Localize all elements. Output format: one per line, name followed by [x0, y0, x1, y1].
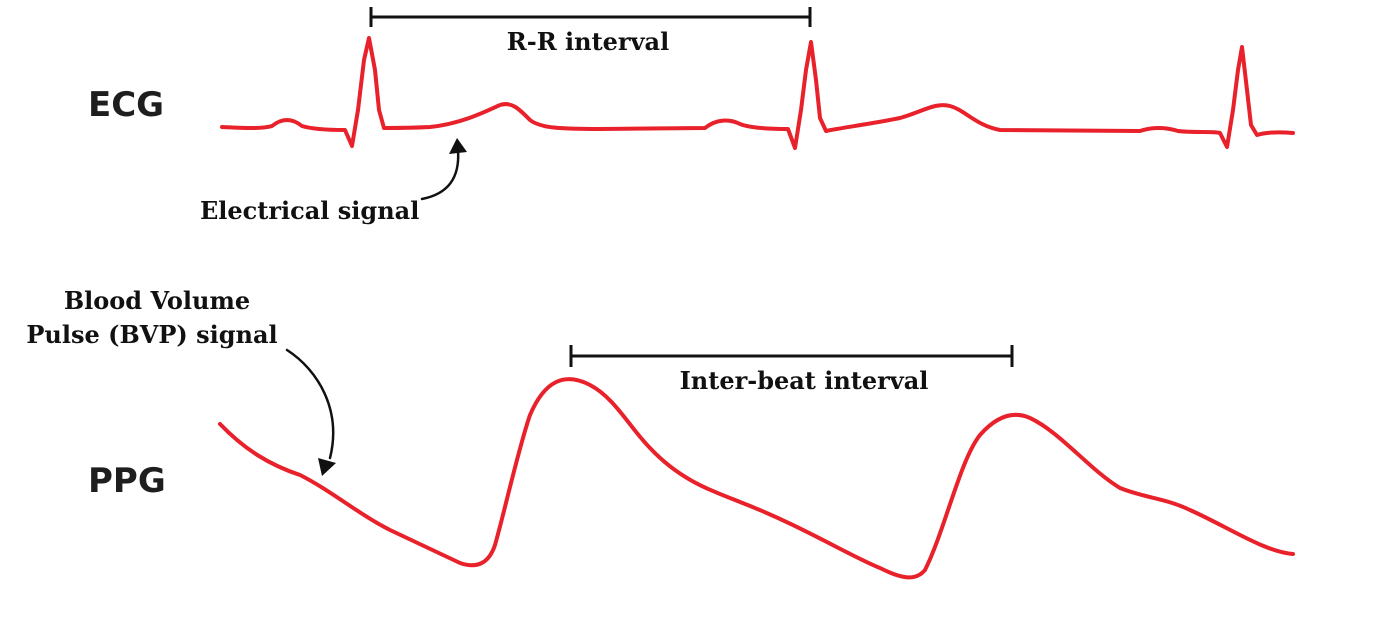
- rr-interval-label: R-R interval: [507, 27, 669, 56]
- ecg-label: ECG: [88, 85, 164, 125]
- electrical-signal-label: Electrical signal: [200, 196, 419, 225]
- ppg-trace: [218, 377, 1295, 580]
- bvp-label-line1: Blood Volume: [64, 286, 250, 315]
- rr-interval-bracket: [369, 7, 812, 27]
- ppg-label: PPG: [88, 461, 166, 501]
- ecg-trace: [220, 36, 1295, 150]
- bvp-label-line2: Pulse (BVP) signal: [26, 320, 277, 349]
- bvp-pointer: [285, 348, 335, 460]
- inter-beat-interval-bracket: [569, 345, 1014, 367]
- inter-beat-interval-label: Inter-beat interval: [680, 366, 929, 395]
- bvp-arrowhead: [318, 458, 336, 476]
- electrical-signal-arrowhead: [449, 138, 467, 154]
- electrical-signal-pointer: [420, 148, 460, 201]
